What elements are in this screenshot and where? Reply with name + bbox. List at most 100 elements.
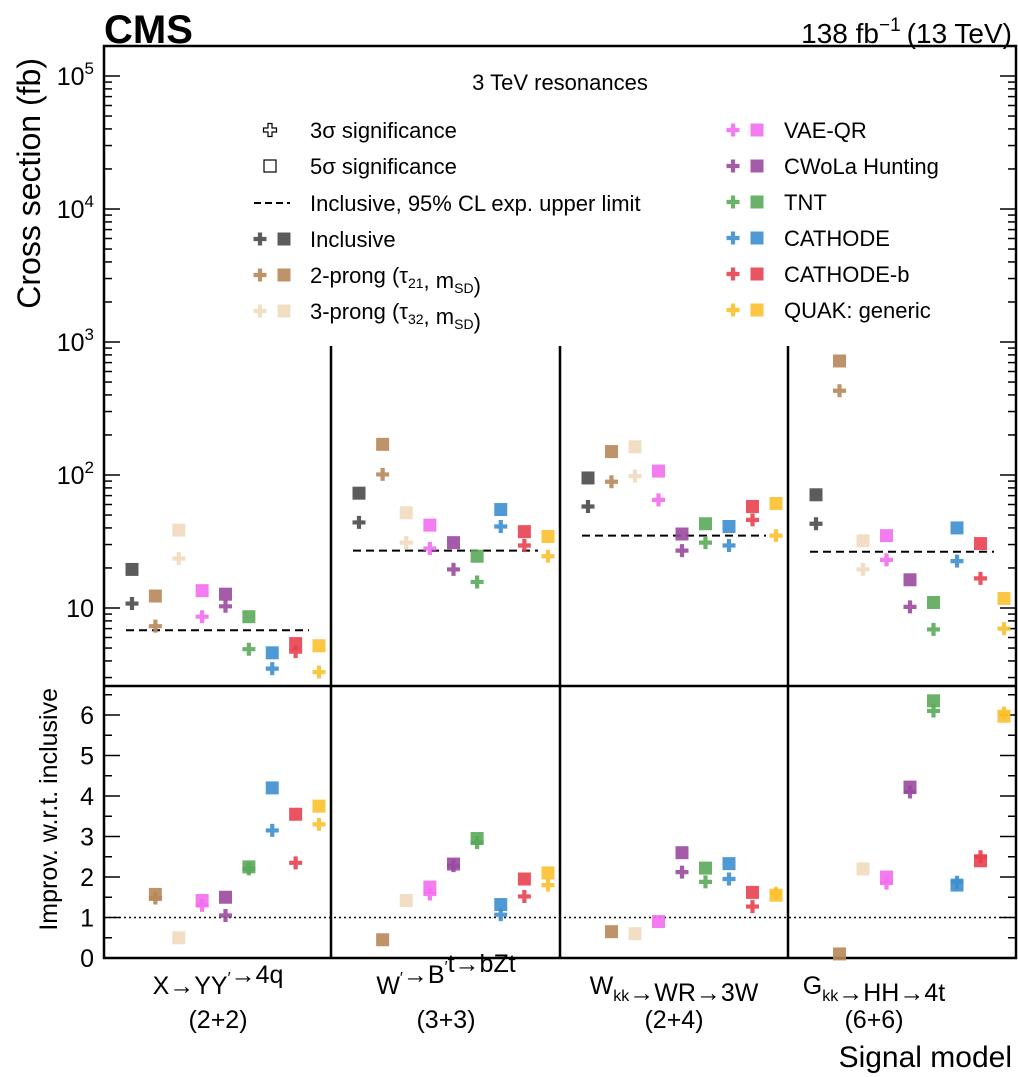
marker-improv-5sigma: [675, 846, 689, 860]
marker-5sigma: [494, 503, 508, 517]
marker-5sigma: [974, 537, 987, 551]
marker-improv-5sigma: [399, 893, 413, 907]
marker-3sigma: [605, 475, 619, 489]
chart-title: 3 TeV resonances: [472, 70, 648, 95]
x-category-label-part: →WR→3W: [629, 979, 759, 1007]
marker-improv-3sigma: [927, 704, 941, 718]
x-category-label-part: kk: [822, 988, 839, 1005]
marker-improv-3sigma: [541, 878, 555, 892]
legend-label-part: ): [474, 273, 481, 298]
y-tick-label-bottom: 3: [80, 824, 94, 852]
legend-marker-square: [277, 232, 291, 246]
legend-label: 3σ significance: [310, 118, 457, 143]
marker-3sigma: [242, 642, 256, 656]
legend-label: 5σ significance: [310, 154, 457, 179]
marker-3sigma: [652, 493, 666, 507]
lumi-value: 138 fb: [801, 18, 879, 49]
marker-3sigma: [517, 539, 531, 553]
marker-3sigma: [312, 665, 326, 679]
marker-improv-3sigma: [974, 850, 988, 864]
marker-improv-5sigma: [833, 947, 846, 961]
legend-marker-plus: [253, 268, 267, 282]
marker-improv-5sigma: [289, 807, 303, 821]
legend-label: CWoLa Hunting: [784, 154, 939, 179]
marker-improv-3sigma: [447, 859, 460, 873]
legend-marker-plus: [253, 232, 267, 246]
y-axis-title-bottom: Improv. w.r.t. inclusive: [35, 688, 63, 931]
y-tick-label-top: 102: [57, 458, 94, 490]
marker-3sigma: [950, 554, 964, 568]
marker-5sigma: [856, 534, 870, 548]
marker-3sigma: [699, 536, 713, 550]
marker-5sigma: [628, 440, 642, 454]
marker-5sigma: [447, 536, 460, 550]
x-category-label-part: →HH→4t: [838, 979, 945, 1007]
legend-label-part: 21: [408, 275, 424, 291]
marker-improv-3sigma: [148, 891, 162, 905]
x-category-label-part: W: [376, 972, 400, 1000]
y-tick-label-bottom: 5: [80, 743, 94, 771]
marker-5sigma: [265, 646, 279, 660]
marker-5sigma: [903, 573, 917, 587]
legend-label-part: SD: [454, 316, 473, 332]
cms-label: CMS: [104, 8, 193, 52]
marker-3sigma: [376, 467, 390, 481]
y-tick-label-top: 10: [66, 595, 94, 623]
marker-3sigma: [494, 519, 508, 533]
legend-label-part: , m: [424, 304, 455, 329]
marker-5sigma: [769, 497, 783, 511]
x-category-label-part: ′: [228, 970, 231, 987]
legend-label-part: ): [474, 309, 481, 334]
x-category-label-part: kk: [613, 988, 630, 1005]
marker-5sigma: [581, 471, 595, 485]
marker-improv-5sigma: [494, 898, 508, 912]
marker-3sigma: [833, 384, 847, 398]
marker-improv-5sigma: [699, 861, 712, 875]
marker-5sigma: [675, 527, 689, 541]
legend-marker-plus: [726, 231, 740, 245]
marker-improv-5sigma: [927, 694, 940, 708]
marker-3sigma: [148, 619, 162, 633]
marker-improv-3sigma: [746, 900, 760, 914]
legend-label-part: SD: [454, 280, 473, 296]
marker-3sigma: [927, 622, 941, 636]
marker-3sigma: [125, 597, 139, 611]
marker-5sigma: [376, 437, 390, 451]
marker-improv-5sigma: [517, 872, 531, 886]
x-category-sublabel: (3+3): [416, 1006, 475, 1034]
marker-5sigma: [172, 523, 186, 537]
y-tick-label-base: 10: [57, 196, 85, 224]
marker-5sigma: [605, 445, 618, 459]
legend-marker-plus: [726, 303, 740, 317]
y-tick-label-bottom: 1: [80, 905, 94, 933]
legend-label: Inclusive, 95% CL exp. upper limit: [310, 191, 641, 216]
marker-improv-3sigma: [494, 908, 508, 922]
marker-5sigma: [399, 506, 413, 520]
marker-improv-3sigma: [242, 862, 256, 876]
marker-improv-3sigma: [423, 887, 437, 901]
marker-3sigma: [289, 645, 303, 659]
marker-improv-5sigma: [746, 885, 759, 899]
marker-5sigma: [950, 521, 964, 535]
marker-3sigma: [974, 571, 988, 585]
y-tick-label-base: 10: [66, 595, 94, 623]
marker-5sigma: [125, 562, 139, 576]
marker-improv-3sigma: [699, 875, 713, 889]
x-category-sublabel: (6+6): [844, 1006, 903, 1034]
legend-marker-plus: [726, 159, 740, 173]
marker-5sigma: [699, 517, 712, 531]
x-category-sublabel: (2+2): [188, 1006, 247, 1034]
legend-label: Inclusive: [310, 227, 396, 252]
marker-3sigma: [423, 542, 437, 556]
marker-3sigma: [172, 552, 186, 566]
marker-improv-3sigma: [722, 872, 736, 886]
legend-marker-plus: [726, 123, 740, 137]
legend-marker-plus: [726, 195, 740, 209]
marker-5sigma: [541, 529, 555, 543]
x-category-label-part: →: [169, 972, 194, 1000]
marker-5sigma: [833, 354, 846, 368]
marker-improv-3sigma: [903, 785, 917, 799]
marker-improv-5sigma: [605, 925, 618, 939]
legend-label-part: 32: [408, 311, 424, 327]
marker-3sigma: [265, 662, 279, 676]
